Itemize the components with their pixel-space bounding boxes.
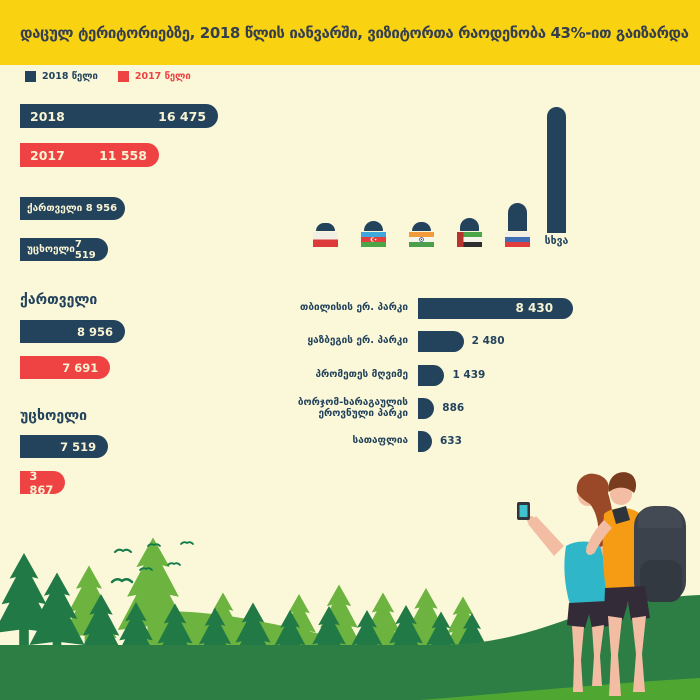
red-swatch-icon (117, 71, 129, 82)
bar-foreigner-2018-cmp: 7 519 (20, 435, 109, 458)
man-hand (586, 547, 594, 555)
bar-poland (316, 223, 335, 231)
bar-georgian-2017-cmp: 7 691 (20, 356, 111, 379)
column-poland (313, 223, 338, 247)
title-band: დაცულ ტერიტორიებზე, 2018 წლის იანვარში, … (0, 0, 700, 65)
column-russia (505, 203, 530, 247)
heading-foreigner: უცხოელი (20, 408, 88, 424)
park-row: პრომეთეს მღვიმე 1 439 (293, 364, 700, 386)
backpack-pocket (640, 560, 682, 602)
man-leg (608, 616, 622, 696)
legend-item-2018: 2018 წელი (25, 71, 98, 82)
bar-label: 2017 (30, 147, 65, 163)
hikers-illustration (517, 472, 686, 696)
park-bar (418, 364, 445, 386)
bar-india (412, 222, 431, 231)
legend-label-2018: 2018 წელი (42, 71, 98, 82)
column-other: სხვა (544, 107, 569, 247)
flag-india-icon (409, 232, 434, 247)
park-row: თბილისის ერ. პარკი 8 430 (293, 297, 700, 319)
heading-georgian: ქართველი (20, 292, 98, 308)
woman-shorts (567, 601, 610, 628)
bar-total-2017: 2017 11 558 (20, 143, 159, 167)
grass-foreground (420, 678, 700, 700)
hill (0, 595, 700, 700)
park-row: ყაზბეგის ერ. პარკი 2 480 (293, 330, 700, 352)
flag-azerbaijan-icon (361, 232, 386, 247)
column-azerbaijan (361, 221, 386, 247)
bar-label: უცხოელი (27, 244, 75, 255)
flag-poland-icon (313, 232, 338, 247)
flag-russia-icon (505, 232, 530, 247)
bar-value: 3 867 (29, 468, 54, 497)
column-india (409, 222, 434, 247)
woman-leg (572, 626, 584, 692)
backpack-lid (638, 506, 682, 528)
chart-foreign-visitors-by-country: სხვა (0, 101, 700, 247)
page-title: დაცულ ტერიტორიებზე, 2018 წლის იანვარში, … (20, 24, 689, 42)
column-uae (457, 218, 482, 247)
bar-value: 7 519 (74, 238, 96, 261)
woman-tank-top (564, 541, 607, 605)
park-label: ყაზბეგის ერ. პარკი (307, 335, 408, 347)
park-label: სათაფლია (352, 435, 408, 447)
bar-value: 16 475 (158, 108, 207, 124)
bar-georgian-2018: ქართველი 8 956 (20, 197, 126, 220)
backpack-strap (612, 506, 630, 524)
woman-leg (592, 625, 604, 686)
bar-other (547, 107, 566, 233)
bar-azerbaijan (364, 221, 383, 231)
bar-value: 8 956 (85, 203, 118, 214)
bar-label: 2018 (30, 108, 65, 124)
park-label: პრომეთეს მღვიმე (315, 369, 408, 381)
legend-label-2017: 2017 წელი (134, 71, 191, 82)
park-row: ბორჯომ-ხარაგაულის ეროვნული პარკი 886 (293, 396, 700, 420)
other-label: სხვა (544, 235, 569, 247)
bar-label: ქართველი (27, 203, 83, 214)
bar-foreigner-2017-cmp: 3 867 (20, 468, 66, 497)
bar-value: 11 558 (99, 147, 147, 163)
bar-value: 7 519 (60, 439, 97, 454)
park-value: 633 (440, 435, 462, 447)
park-bar: 8 430 (418, 297, 574, 319)
park-value: 8 430 (515, 301, 554, 315)
park-bar (418, 430, 432, 452)
man-shorts (604, 586, 650, 620)
park-row: სათაფლია 633 (293, 430, 700, 452)
park-bar (418, 330, 464, 352)
footer-illustration (0, 472, 700, 700)
man-hair (608, 472, 637, 493)
bar-uae (460, 218, 479, 231)
park-value: 2 480 (471, 335, 505, 347)
bar-foreigner-2018: უცხოელი 7 519 (20, 238, 109, 261)
legend: 2018 წელი 2017 წელი (25, 71, 191, 82)
park-label: თბილისის ერ. პარკი (300, 302, 408, 314)
man-arm (586, 520, 612, 554)
park-label: ბორჯომ-ხარაგაულის ეროვნული პარკი (297, 396, 408, 420)
woman-arm (528, 516, 564, 556)
park-bar (418, 397, 435, 419)
bar-russia (508, 203, 527, 231)
bar-total-2018: 2018 16 475 (20, 104, 219, 128)
park-value: 1 439 (452, 369, 486, 381)
legend-item-2017: 2017 წელი (117, 71, 191, 82)
bar-value: 7 691 (62, 360, 99, 375)
man-leg (632, 616, 646, 692)
man-head (610, 483, 632, 505)
navy-swatch-icon (25, 71, 36, 82)
bar-value: 8 956 (77, 324, 114, 339)
bar-georgian-2018-cmp: 8 956 (20, 320, 126, 343)
phone-screen (519, 505, 528, 517)
flag-uae-icon (457, 232, 482, 247)
birds-icon (110, 541, 194, 584)
park-value: 886 (442, 402, 465, 414)
